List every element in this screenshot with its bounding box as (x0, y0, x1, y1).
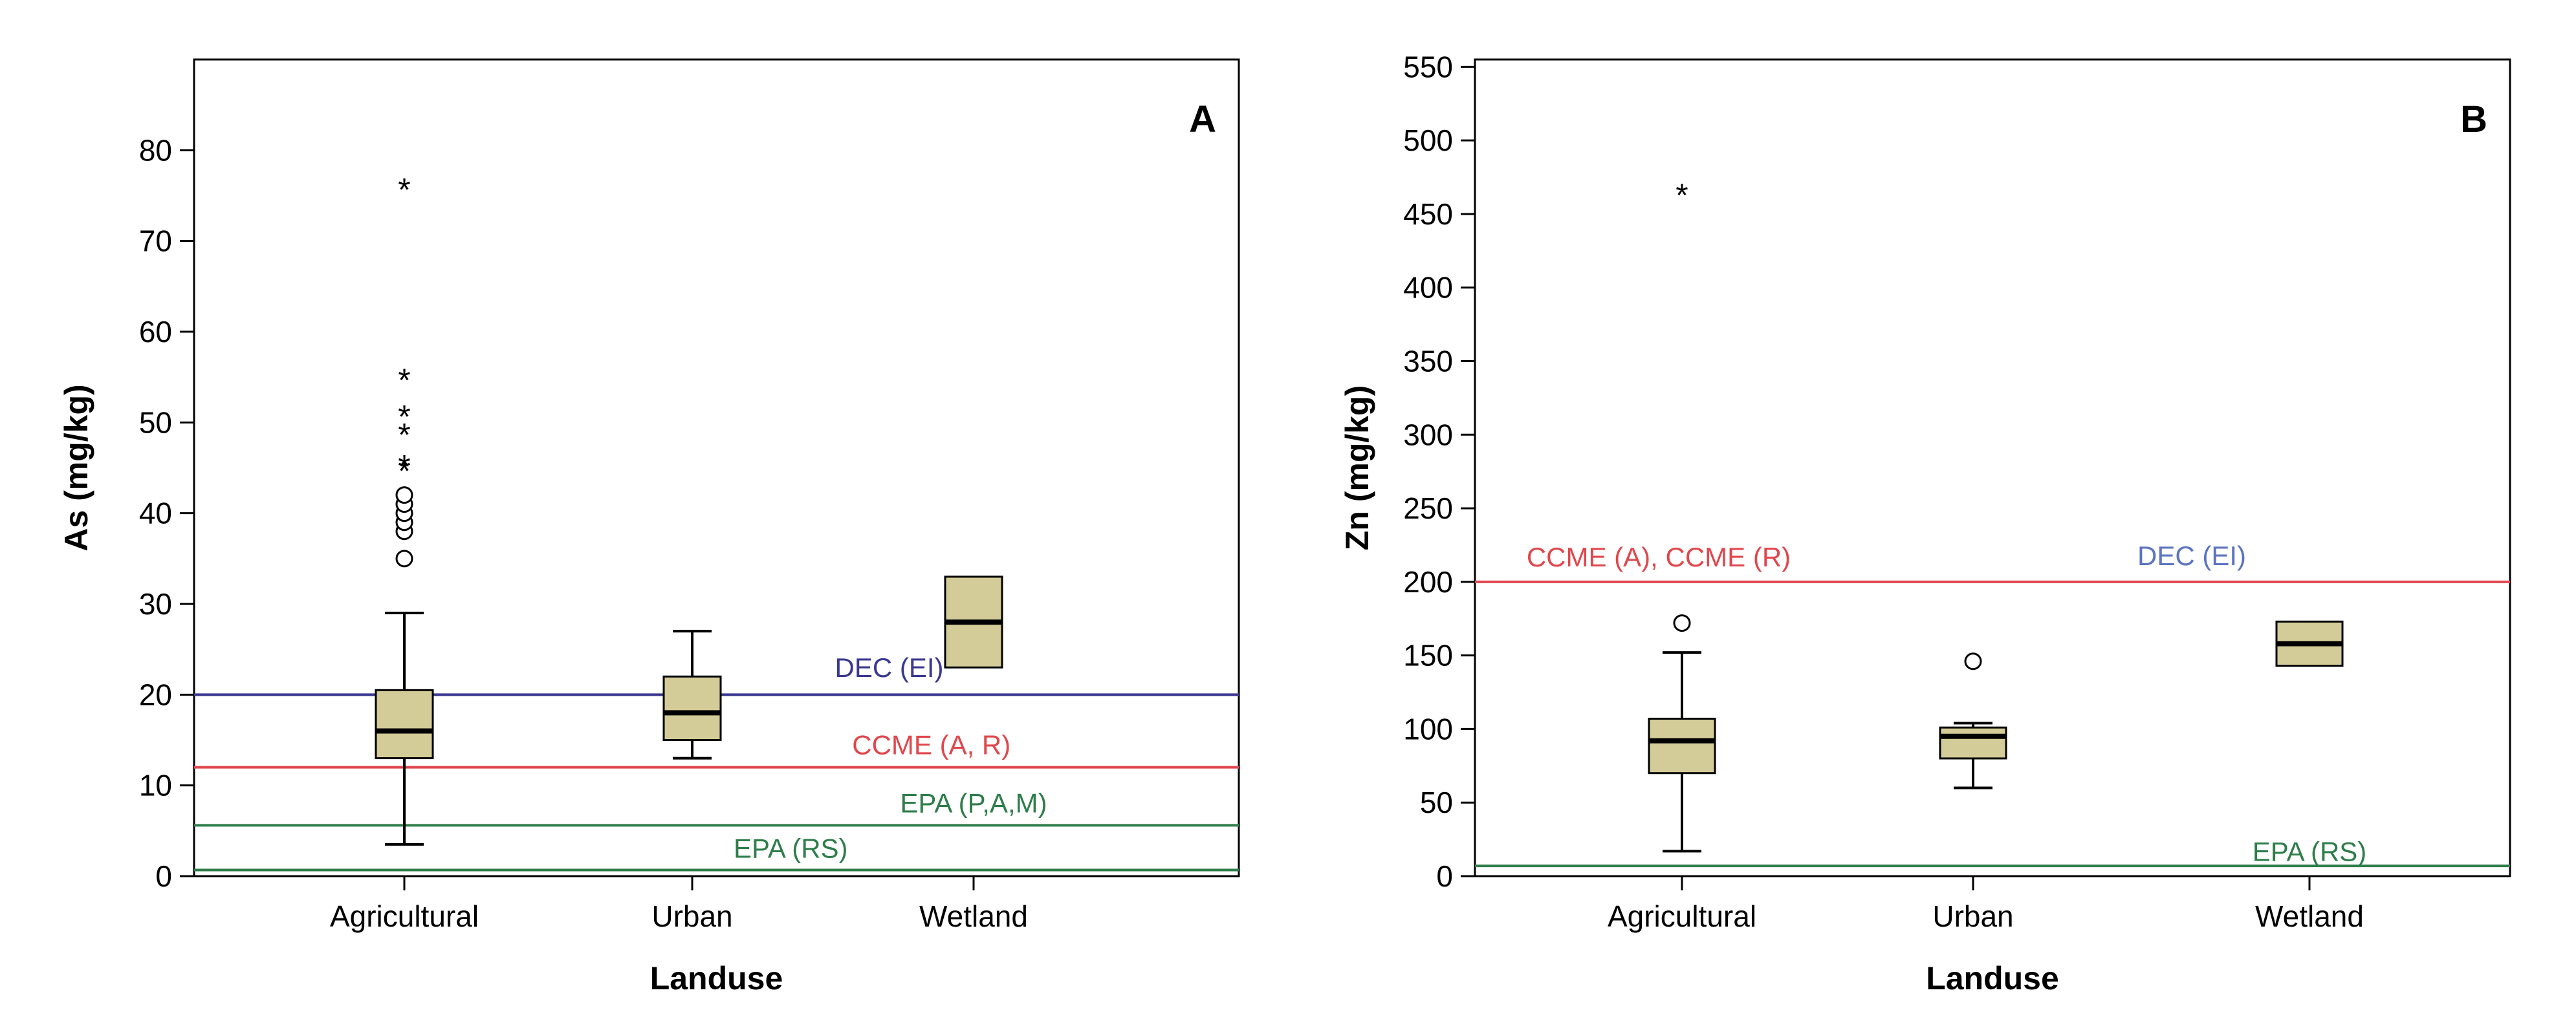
outlier-star: * (398, 362, 410, 398)
y-tick-label: 10 (139, 769, 172, 802)
y-tick-label: 100 (1403, 712, 1453, 746)
reference-label: DEC (EI) (835, 652, 944, 683)
reference-label: EPA (P,A,M) (900, 788, 1047, 818)
y-tick-label: 450 (1403, 197, 1453, 231)
outlier-star: * (398, 416, 410, 453)
reference-label: CCME (A), CCME (R) (1527, 542, 1791, 572)
box-urban (662, 675, 722, 742)
y-tick-label: 250 (1403, 491, 1453, 525)
plot-frame (1474, 58, 2511, 877)
x-tick-label: Agricultural (1608, 899, 1756, 933)
y-axis-title: Zn (mg/kg) (1339, 385, 1375, 551)
y-tick-label: 0 (1436, 859, 1453, 893)
box-agricultural (375, 689, 434, 760)
x-tick-label: Urban (1932, 899, 2013, 933)
x-tick-label: Urban (651, 899, 732, 933)
y-tick-label: 20 (139, 678, 172, 711)
outlier-star: * (398, 171, 410, 208)
x-tick-label: Wetland (2255, 899, 2364, 933)
x-tick-label: Agricultural (330, 899, 479, 933)
reference-label: CCME (A, R) (852, 730, 1010, 760)
y-tick-label: 300 (1403, 418, 1453, 451)
outlier-star: * (1675, 177, 1688, 213)
box-urban (1939, 726, 2007, 760)
y-tick-label: 400 (1403, 271, 1453, 305)
y-tick-label: 50 (139, 405, 172, 439)
chart-panel-a: 0 10 20 30 40 50 60 70 80 Agricultural Urban Wetlan… (58, 58, 1240, 996)
y-tick-label: 0 (155, 859, 172, 893)
outlier-circle (1673, 614, 1691, 632)
x-tick-label: Wetland (919, 899, 1028, 933)
y-tick-label: 80 (139, 133, 172, 167)
outlier-circle (395, 550, 413, 568)
outlier-star: * (398, 398, 410, 435)
y-axis-title: As (mg/kg) (58, 384, 94, 551)
panel-label: A (1189, 98, 1216, 140)
outlier-circle (395, 486, 413, 504)
y-tick-label: 500 (1403, 124, 1453, 157)
outlier-circle (1964, 652, 1982, 671)
reference-label: DEC (EI) (2137, 541, 2246, 571)
y-tick-label: 40 (139, 497, 172, 530)
plot-frame (193, 58, 1240, 877)
y-tick-label: 350 (1403, 345, 1453, 378)
y-tick-label: 50 (1420, 786, 1453, 819)
outlier-star: * (398, 453, 410, 489)
y-tick-label: 200 (1403, 565, 1453, 599)
y-tick-label: 30 (139, 587, 172, 621)
y-tick-label: 150 (1403, 639, 1453, 672)
y-tick-label: 550 (1403, 50, 1453, 83)
box-agricultural (1648, 718, 1716, 775)
reference-label: EPA (RS) (734, 833, 848, 863)
y-tick-label: 70 (139, 224, 172, 258)
panel-label: B (2460, 98, 2487, 140)
x-axis-title: Landuse (1926, 960, 2059, 996)
reference-label: EPA (RS) (2253, 836, 2367, 866)
x-axis-title: Landuse (650, 960, 783, 996)
chart-panel-b: 0 50 100 150 200 250 300 350 400 450 500 550 Agricul… (1339, 50, 2511, 996)
outlier-star: * (398, 448, 410, 484)
y-tick-label: 60 (139, 315, 172, 349)
